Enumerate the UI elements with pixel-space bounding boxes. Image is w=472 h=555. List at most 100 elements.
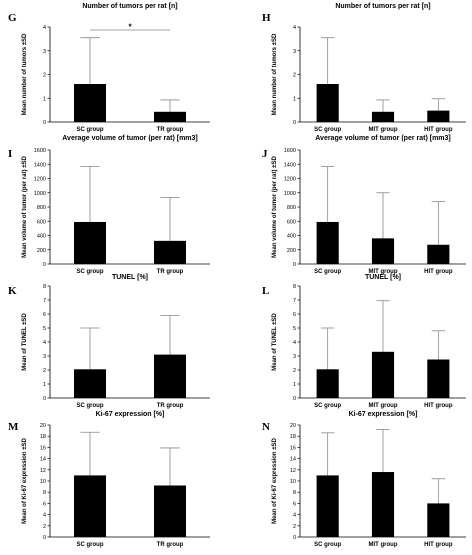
y-tick-label: 1 <box>43 96 46 102</box>
y-tick-label: 2 <box>293 368 296 374</box>
y-tick-label: 3 <box>293 49 296 55</box>
bar <box>74 221 106 264</box>
y-tick-label: 8 <box>43 490 46 496</box>
y-tick-label: 0 <box>293 396 296 402</box>
x-tick-label: SC group <box>314 269 341 275</box>
bar <box>316 475 339 537</box>
y-tick-label: 1 <box>293 382 296 388</box>
y-tick-label: 4 <box>43 340 46 346</box>
y-tick-label: 4 <box>293 25 296 31</box>
x-tick-label: SC group <box>77 127 104 133</box>
bar <box>371 351 395 398</box>
chart-title: Ki-67 expression [%] <box>349 411 418 418</box>
chart-panel-k: K TUNEL [%] Mean of TUNEL ±SD 0 1 2 3 4 5 6 7 8 SC g… <box>8 274 210 409</box>
x-tick-label: MIT group <box>369 127 398 133</box>
chart-title: Average volume of tumor (per rat) [mm3] <box>315 135 451 142</box>
x-tick-label: TR group <box>157 269 184 275</box>
x-tick-label: HIT group <box>424 403 453 409</box>
panel-label: I <box>8 148 12 160</box>
panel-label: H <box>262 12 271 24</box>
y-tick-label: 3 <box>293 354 296 360</box>
chart-panel-g: G Number of tumors per rat [n] Mean number… <box>8 3 210 133</box>
y-axis-label: Mean number of tumors ±SD <box>22 33 28 115</box>
y-tick-label: 20 <box>40 423 46 429</box>
panel-label: N <box>262 421 270 433</box>
y-tick-label: 4 <box>293 513 296 519</box>
bar <box>74 475 106 537</box>
chart-panel-m: M Ki-67 expression [%] Mean of Ki-67 expre… <box>8 411 210 548</box>
y-tick-label: 16 <box>40 445 46 451</box>
y-tick-label: 8 <box>293 284 296 290</box>
bar <box>316 221 339 264</box>
y-tick-label: 1000 <box>284 191 296 197</box>
x-tick-label: SC group <box>314 403 341 409</box>
y-tick-label: 3 <box>43 49 46 55</box>
x-tick-label: TR group <box>157 542 184 548</box>
y-tick-label: 0 <box>293 535 296 541</box>
y-tick-label: 2 <box>293 524 296 530</box>
y-tick-label: 4 <box>43 513 46 519</box>
x-tick-label: MIT group <box>369 269 398 275</box>
y-tick-label: 800 <box>287 205 296 211</box>
y-tick-label: 1200 <box>34 177 46 183</box>
x-tick-label: SC group <box>314 542 341 548</box>
significance-label: * <box>128 23 132 32</box>
y-tick-label: 14 <box>40 457 46 463</box>
y-tick-label: 12 <box>290 468 296 474</box>
bar <box>154 240 186 264</box>
y-tick-label: 2 <box>293 73 296 79</box>
chart-title: Average volume of tumor (per rat) [mm3] <box>62 135 198 142</box>
y-tick-label: 0 <box>43 262 46 268</box>
panel-label: K <box>8 285 17 297</box>
x-tick-label: TR group <box>157 127 184 133</box>
y-tick-label: 1000 <box>34 191 46 197</box>
y-tick-label: 1200 <box>284 177 296 183</box>
y-tick-label: 8 <box>293 490 296 496</box>
y-axis-label: Mean of TUNEL ±SD <box>22 313 28 371</box>
x-tick-label: SC group <box>314 127 341 133</box>
y-tick-label: 0 <box>43 396 46 402</box>
y-axis-label: Mean volume of tumor (per rat) ±SD <box>22 156 28 258</box>
bar <box>154 354 186 398</box>
y-tick-label: 1400 <box>34 162 46 168</box>
y-tick-label: 0 <box>293 262 296 268</box>
y-tick-label: 7 <box>43 298 46 304</box>
y-tick-label: 6 <box>293 312 296 318</box>
y-tick-label: 1 <box>43 382 46 388</box>
bar <box>154 111 186 122</box>
y-tick-label: 1400 <box>284 162 296 168</box>
y-axis-label: Mean number of tumors ±SD <box>272 33 278 115</box>
y-tick-label: 2 <box>43 73 46 79</box>
y-tick-label: 0 <box>43 535 46 541</box>
x-tick-label: SC group <box>77 269 104 275</box>
chart-title: TUNEL [%] <box>112 274 148 281</box>
x-tick-label: MIT group <box>369 403 398 409</box>
y-tick-label: 3 <box>43 354 46 360</box>
chart-title: TUNEL [%] <box>365 274 401 281</box>
bar <box>316 369 339 398</box>
y-axis-label: Mean of TUNEL ±SD <box>272 313 278 371</box>
bar <box>427 359 450 398</box>
bar <box>74 84 106 122</box>
y-tick-label: 200 <box>37 248 46 254</box>
y-tick-label: 7 <box>293 298 296 304</box>
y-tick-label: 6 <box>43 501 46 507</box>
y-tick-label: 4 <box>43 25 46 31</box>
bar <box>427 503 450 537</box>
y-tick-label: 18 <box>40 434 46 440</box>
y-tick-label: 10 <box>40 479 46 485</box>
y-tick-label: 600 <box>287 219 296 225</box>
bar <box>371 238 395 264</box>
chart-panel-j: J Average volume of tumor (per rat) [mm3]… <box>262 135 466 275</box>
x-tick-label: MIT group <box>369 542 398 548</box>
chart-panel-h: H Number of tumors per rat [n] Mean number… <box>262 3 466 133</box>
bar <box>154 485 186 537</box>
bar <box>371 472 395 537</box>
y-tick-label: 12 <box>40 468 46 474</box>
panel-label: L <box>262 285 269 297</box>
y-tick-label: 0 <box>293 120 296 126</box>
y-tick-label: 1 <box>293 96 296 102</box>
y-tick-label: 600 <box>37 219 46 225</box>
